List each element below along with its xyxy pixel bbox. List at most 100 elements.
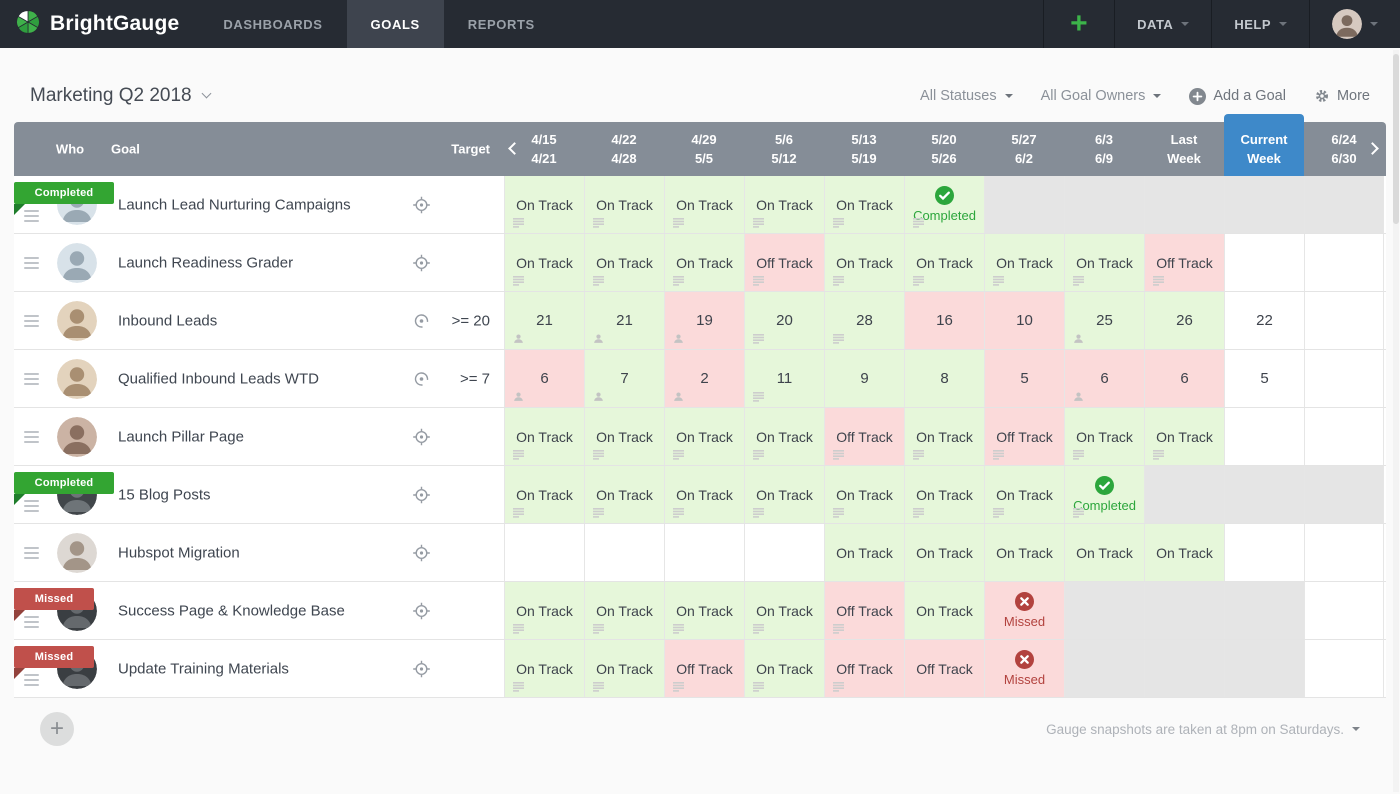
goal-name[interactable]: Launch Readiness Grader xyxy=(118,254,294,271)
brand[interactable]: BrightGauge xyxy=(0,0,199,48)
week-cell[interactable] xyxy=(1304,234,1384,291)
week-cell[interactable]: On Track xyxy=(984,524,1064,581)
week-cell[interactable]: 2 xyxy=(664,350,744,407)
drag-handle-icon[interactable] xyxy=(24,428,39,446)
week-cell[interactable] xyxy=(584,524,664,581)
week-cell[interactable] xyxy=(1304,524,1384,581)
week-cell[interactable]: On Track xyxy=(744,408,824,465)
week-cell[interactable]: 19 xyxy=(664,292,744,349)
week-cell[interactable]: On Track xyxy=(504,640,584,697)
week-cell[interactable]: On Track xyxy=(664,582,744,639)
quick-add-button[interactable]: + xyxy=(1043,0,1114,48)
week-cell[interactable]: On Track xyxy=(904,524,984,581)
week-cell[interactable]: On Track xyxy=(584,640,664,697)
week-cell[interactable]: On Track xyxy=(904,466,984,523)
target-icon[interactable] xyxy=(412,485,431,504)
drag-handle-icon[interactable] xyxy=(24,207,39,225)
week-cell[interactable]: On Track xyxy=(824,234,904,291)
target-icon[interactable] xyxy=(412,601,431,620)
week-cell[interactable]: On Track xyxy=(1064,234,1144,291)
drag-handle-icon[interactable] xyxy=(24,613,39,631)
week-cell[interactable]: 7 xyxy=(584,350,664,407)
drag-handle-icon[interactable] xyxy=(24,671,39,689)
week-cell[interactable]: On Track xyxy=(984,234,1064,291)
board-switcher-chevron-icon[interactable] xyxy=(201,88,212,99)
week-cell[interactable]: On Track xyxy=(504,176,584,233)
scrollbar-thumb[interactable] xyxy=(1393,54,1399,224)
week-cell[interactable]: 6 xyxy=(1144,350,1224,407)
goal-name[interactable]: Launch Pillar Page xyxy=(118,428,244,445)
week-cell[interactable]: 11 xyxy=(744,350,824,407)
week-cell[interactable]: Missed xyxy=(984,582,1064,639)
goal-name[interactable]: Hubspot Migration xyxy=(118,544,240,561)
week-cell[interactable]: Missed xyxy=(984,640,1064,697)
week-cell[interactable]: 5 xyxy=(984,350,1064,407)
week-cell[interactable]: On Track xyxy=(744,582,824,639)
week-cell[interactable]: Completed xyxy=(904,176,984,233)
filter-goal-owners[interactable]: All Goal Owners xyxy=(1041,88,1162,104)
week-cell[interactable]: On Track xyxy=(1064,524,1144,581)
week-cell[interactable]: On Track xyxy=(664,176,744,233)
week-cell[interactable] xyxy=(744,524,824,581)
week-cell[interactable]: On Track xyxy=(1144,408,1224,465)
week-cell[interactable]: Off Track xyxy=(984,408,1064,465)
week-cell[interactable]: On Track xyxy=(904,582,984,639)
week-cell[interactable]: 16 xyxy=(904,292,984,349)
nav-reports[interactable]: REPORTS xyxy=(467,16,535,32)
week-cell[interactable] xyxy=(1224,234,1304,291)
target-icon[interactable] xyxy=(412,311,431,330)
week-cell[interactable]: On Track xyxy=(744,176,824,233)
week-cell[interactable] xyxy=(504,524,584,581)
snapshot-note[interactable]: Gauge snapshots are taken at 8pm on Satu… xyxy=(1046,722,1360,737)
week-cell[interactable] xyxy=(1304,408,1384,465)
goal-name[interactable]: Launch Lead Nurturing Campaigns xyxy=(118,196,351,213)
add-goal-row-button[interactable]: + xyxy=(40,712,74,746)
scrollbar[interactable] xyxy=(1393,50,1399,792)
drag-handle-icon[interactable] xyxy=(24,312,39,330)
week-cell[interactable] xyxy=(1304,582,1384,639)
week-cell[interactable]: On Track xyxy=(824,466,904,523)
week-cell[interactable]: 28 xyxy=(824,292,904,349)
week-cell[interactable]: On Track xyxy=(504,234,584,291)
week-cell[interactable] xyxy=(1304,292,1384,349)
week-cell[interactable]: On Track xyxy=(1064,408,1144,465)
week-cell[interactable]: 6 xyxy=(1064,350,1144,407)
week-cell[interactable] xyxy=(1224,524,1304,581)
week-cell[interactable]: 8 xyxy=(904,350,984,407)
week-cell[interactable]: Off Track xyxy=(904,640,984,697)
nav-dashboards[interactable]: DASHBOARDS xyxy=(223,16,323,32)
user-menu[interactable] xyxy=(1309,0,1400,48)
week-cell[interactable]: On Track xyxy=(664,408,744,465)
week-cell[interactable]: 21 xyxy=(504,292,584,349)
week-cell[interactable]: 22 xyxy=(1224,292,1304,349)
week-cell[interactable]: 26 xyxy=(1144,292,1224,349)
drag-handle-icon[interactable] xyxy=(24,370,39,388)
week-cell[interactable]: Off Track xyxy=(1144,234,1224,291)
week-cell[interactable]: Off Track xyxy=(824,640,904,697)
week-cell[interactable] xyxy=(1224,408,1304,465)
week-cell[interactable]: On Track xyxy=(664,466,744,523)
goal-name[interactable]: Qualified Inbound Leads WTD xyxy=(118,370,319,387)
week-cell[interactable]: 6 xyxy=(504,350,584,407)
week-cell[interactable] xyxy=(1304,640,1384,697)
goal-name[interactable]: 15 Blog Posts xyxy=(118,486,211,503)
week-cell[interactable] xyxy=(1304,350,1384,407)
week-cell[interactable]: Off Track xyxy=(744,234,824,291)
week-cell[interactable]: On Track xyxy=(504,582,584,639)
target-icon[interactable] xyxy=(412,659,431,678)
nav-data-menu[interactable]: DATA xyxy=(1114,0,1211,48)
week-cell[interactable]: On Track xyxy=(824,524,904,581)
week-cell[interactable]: 9 xyxy=(824,350,904,407)
more-button[interactable]: More xyxy=(1314,88,1370,104)
week-cell[interactable]: 10 xyxy=(984,292,1064,349)
nav-help-menu[interactable]: HELP xyxy=(1211,0,1309,48)
add-goal-button[interactable]: Add a Goal xyxy=(1189,87,1286,105)
goal-name[interactable]: Success Page & Knowledge Base xyxy=(118,602,345,619)
week-cell[interactable]: On Track xyxy=(584,582,664,639)
target-icon[interactable] xyxy=(412,543,431,562)
week-cell[interactable]: On Track xyxy=(824,176,904,233)
week-cell[interactable]: 20 xyxy=(744,292,824,349)
drag-handle-icon[interactable] xyxy=(24,254,39,272)
week-cell[interactable]: On Track xyxy=(984,466,1064,523)
week-cell[interactable]: On Track xyxy=(584,234,664,291)
